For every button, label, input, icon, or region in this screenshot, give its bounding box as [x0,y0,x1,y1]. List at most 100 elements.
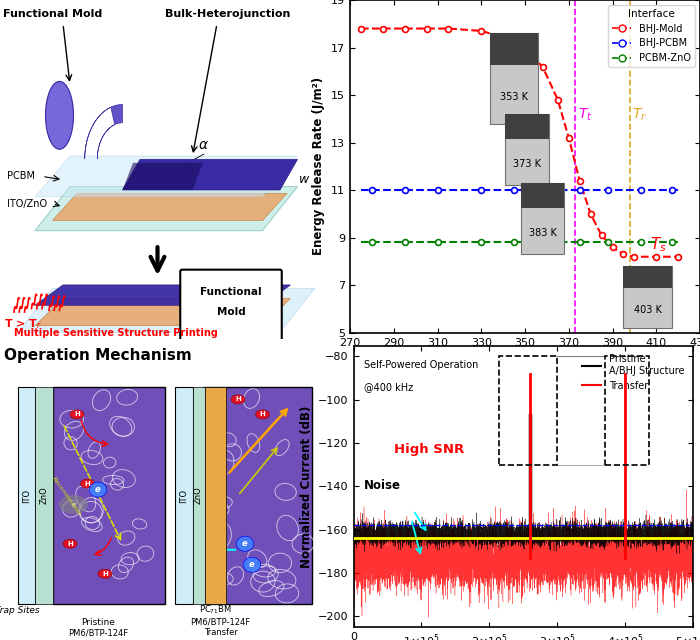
Text: Bulk-Heterojunction: Bulk-Heterojunction [164,9,290,19]
Bar [490,33,538,65]
Point [541,237,552,248]
Point [432,237,443,248]
Text: e: e [95,485,101,494]
Point [636,185,647,195]
Text: $T_t$: $T_t$ [578,107,592,124]
Point [476,185,487,195]
Ellipse shape [98,570,112,579]
Text: Transfer: Transfer [204,628,237,637]
Ellipse shape [63,540,77,548]
Text: PM6/BTP-124F: PM6/BTP-124F [190,618,251,627]
Text: H: H [85,481,90,486]
Point [443,24,454,34]
Point [563,132,574,143]
Bar [35,387,52,604]
Point [399,185,410,195]
Ellipse shape [80,479,94,488]
Point [508,35,519,45]
Text: High SNR: High SNR [394,443,465,456]
Text: $T_r$: $T_r$ [632,107,648,124]
Text: Operation Mechanism: Operation Mechanism [4,348,191,364]
Bar [505,114,549,186]
Polygon shape [18,288,315,332]
Text: @400 kHz: @400 kHz [364,382,413,392]
Point [476,26,487,36]
Text: T > T$_r$: T > T$_r$ [4,317,41,331]
Text: H: H [102,571,108,577]
Bar [505,114,549,139]
Text: ZnO: ZnO [194,487,203,504]
Text: PM6/BTP-124F: PM6/BTP-124F [68,628,128,637]
Ellipse shape [256,410,270,419]
Point [366,237,377,248]
Bar [203,387,312,604]
Point [356,24,367,34]
Legend: Pristine
A/BHJ Structure, Transfer: Pristine A/BHJ Structure, Transfer [578,351,688,395]
Ellipse shape [231,395,245,404]
Text: H: H [74,412,80,417]
Point [399,24,410,34]
Polygon shape [122,163,203,190]
Text: Mold: Mold [216,307,246,317]
Point [603,185,614,195]
Polygon shape [52,193,287,220]
Bar [624,266,671,328]
Polygon shape [122,159,298,190]
Bar [52,387,164,604]
Legend: BHJ-Mold, BHJ-PCBM, PCBM-ZnO: BHJ-Mold, BHJ-PCBM, PCBM-ZnO [608,5,695,67]
Point [596,230,607,241]
Text: ITO: ITO [179,488,188,502]
Y-axis label: Energy Release Rate (J/m²): Energy Release Rate (J/m²) [312,77,326,255]
Ellipse shape [70,410,84,419]
Point [603,237,614,248]
Point [629,252,640,262]
Point [666,185,677,195]
Point [432,185,443,195]
Polygon shape [85,104,122,159]
Y-axis label: Normalized Current (dB): Normalized Current (dB) [300,405,313,568]
Text: H: H [67,541,73,547]
X-axis label: Temperature (K): Temperature (K) [461,353,589,367]
Point [508,185,519,195]
Text: Noise: Noise [364,479,400,492]
Point [574,237,585,248]
Polygon shape [35,285,290,305]
Point [366,185,377,195]
Text: e: e [242,540,248,548]
Ellipse shape [237,536,253,551]
Text: ZnO: ZnO [39,487,48,504]
Point [574,185,585,195]
Polygon shape [35,187,298,230]
Point [618,249,629,259]
Point [541,185,552,195]
Point [399,237,410,248]
Text: Trap Sites: Trap Sites [0,606,40,615]
Bar [193,387,204,604]
Point [673,252,684,262]
Ellipse shape [90,482,106,497]
Text: 353 K: 353 K [500,92,528,102]
Text: e: e [71,502,76,508]
Point [607,242,618,252]
Polygon shape [35,156,298,196]
Text: e: e [249,560,255,570]
Text: ITO: ITO [22,488,31,502]
Text: 383 K: 383 K [528,228,556,238]
Bar [175,387,192,604]
Text: Functional: Functional [200,287,262,297]
Text: w: w [300,173,309,186]
Ellipse shape [244,557,260,572]
Point [537,61,548,72]
Point [636,237,647,248]
Text: ITO/ZnO: ITO/ZnO [7,198,47,209]
Point [377,24,388,34]
Bar [521,183,564,254]
Point [666,237,677,248]
Ellipse shape [46,81,74,149]
Text: α: α [198,138,208,152]
Text: Multiple Sensitive Structure Printing: Multiple Sensitive Structure Printing [14,328,218,338]
Text: PCBM: PCBM [7,172,35,181]
Text: PC$_{71}$BM: PC$_{71}$BM [199,604,232,616]
Text: Functional Mold: Functional Mold [3,9,102,19]
Ellipse shape [60,495,88,514]
